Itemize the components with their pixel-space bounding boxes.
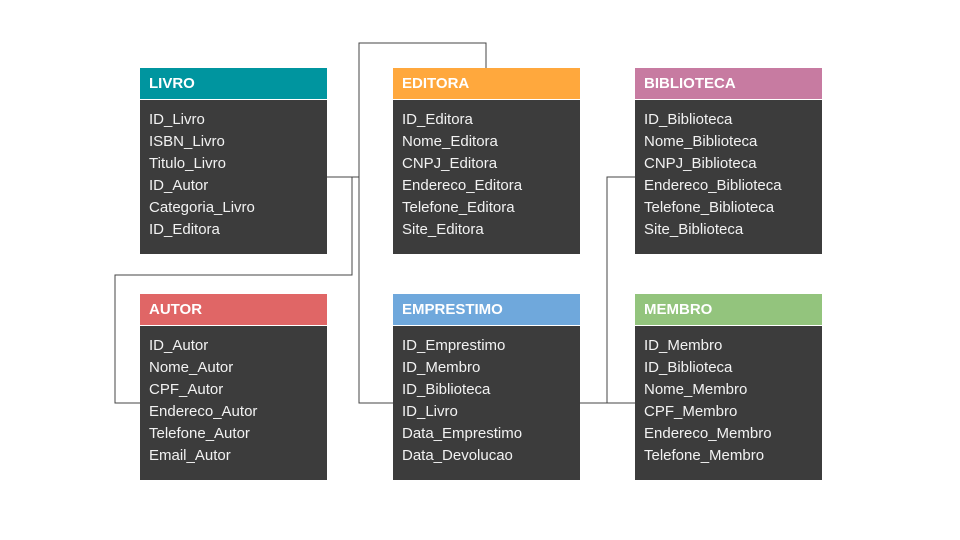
table-biblioteca: BIBLIOTECA ID_Biblioteca Nome_Biblioteca C… (635, 68, 822, 254)
table-emprestimo-header: EMPRESTIMO (393, 294, 580, 326)
field-editora-3: CNPJ_Editora (402, 155, 498, 172)
field-biblioteca-2: Nome_Biblioteca (644, 133, 758, 150)
field-autor-1: ID_Autor (149, 337, 209, 354)
field-livro-6: ID_Editora (149, 221, 220, 238)
field-biblioteca-1: ID_Biblioteca (644, 111, 733, 128)
table-membro: MEMBRO ID_Membro ID_Biblioteca Nome_Membro… (635, 294, 822, 480)
field-membro-5: Endereco_Membro (644, 425, 772, 442)
field-livro-1: ID_Livro (149, 111, 205, 128)
field-autor-2: Nome_Autor (149, 359, 234, 376)
table-membro-header: MEMBRO (635, 294, 822, 326)
field-emprestimo-1: ID_Emprestimo (402, 337, 506, 354)
field-editora-4: Endereco_Editora (402, 177, 523, 194)
table-emprestimo-fields: ID_Emprestimo ID_Membro ID_Biblioteca ID_Li… (393, 326, 580, 467)
field-editora-5: Telefone_Editora (402, 199, 515, 216)
field-emprestimo-3: ID_Biblioteca (402, 381, 491, 398)
table-autor-fields: ID_Autor Nome_Autor CPF_Autor Endereco_Auto… (140, 326, 327, 467)
field-editora-6: Site_Editora (402, 221, 484, 238)
connector-livro-emprestimo (358, 177, 393, 404)
connector-livro-autor (114, 176, 353, 404)
field-membro-3: Nome_Membro (644, 381, 748, 398)
field-membro-2: ID_Biblioteca (644, 359, 733, 376)
field-biblioteca-5: Telefone_Biblioteca (644, 199, 775, 216)
table-editora-fields: ID_Editora Nome_Editora CNPJ_Editora Endere… (393, 100, 580, 241)
field-autor-6: Email_Autor (149, 447, 231, 464)
field-membro-4: CPF_Membro (644, 403, 738, 420)
table-autor: AUTOR ID_Autor Nome_Autor CPF_Autor Enderec… (140, 294, 327, 480)
table-editora-header: EDITORA (393, 68, 580, 100)
field-livro-5: Categoria_Livro (149, 199, 255, 216)
field-emprestimo-4: ID_Livro (402, 403, 458, 420)
table-livro: LIVRO ID_Livro ISBN_Livro Titulo_Livro ID_A… (140, 68, 327, 254)
field-livro-3: Titulo_Livro (149, 155, 226, 172)
field-autor-4: Endereco_Autor (149, 403, 258, 420)
field-livro-4: ID_Autor (149, 177, 209, 194)
table-editora: EDITORA ID_Editora Nome_Editora CNPJ_Edito… (393, 68, 580, 254)
field-biblioteca-6: Site_Biblioteca (644, 221, 744, 238)
field-emprestimo-6: Data_Devolucao (402, 447, 513, 464)
connector-biblioteca-emprestimo (580, 176, 635, 404)
table-emprestimo: EMPRESTIMO ID_Emprestimo ID_Membro ID_Bibl… (393, 294, 580, 480)
field-autor-3: CPF_Autor (149, 381, 224, 398)
table-autor-header: AUTOR (140, 294, 327, 326)
table-biblioteca-fields: ID_Biblioteca Nome_Biblioteca CNPJ_Bibliot… (635, 100, 822, 241)
table-livro-fields: ID_Livro ISBN_Livro Titulo_Livro ID_Autor Ca… (140, 100, 327, 241)
field-membro-6: Telefone_Membro (644, 447, 765, 464)
table-membro-fields: ID_Membro ID_Biblioteca Nome_Membro CPF_Mem… (635, 326, 822, 467)
field-editora-1: ID_Editora (402, 111, 473, 128)
field-autor-5: Telefone_Autor (149, 425, 250, 442)
field-livro-2: ISBN_Livro (149, 133, 225, 150)
table-livro-header: LIVRO (140, 68, 327, 100)
table-biblioteca-header: BIBLIOTECA (635, 68, 822, 100)
field-membro-1: ID_Membro (644, 337, 723, 354)
field-biblioteca-4: Endereco_Biblioteca (644, 177, 782, 194)
field-editora-2: Nome_Editora (402, 133, 498, 150)
field-biblioteca-3: CNPJ_Biblioteca (644, 155, 757, 172)
field-emprestimo-2: ID_Membro (402, 359, 481, 376)
field-emprestimo-5: Data_Emprestimo (402, 425, 523, 442)
